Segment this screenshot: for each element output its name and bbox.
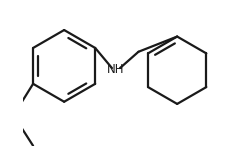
Text: NH: NH — [106, 63, 124, 76]
